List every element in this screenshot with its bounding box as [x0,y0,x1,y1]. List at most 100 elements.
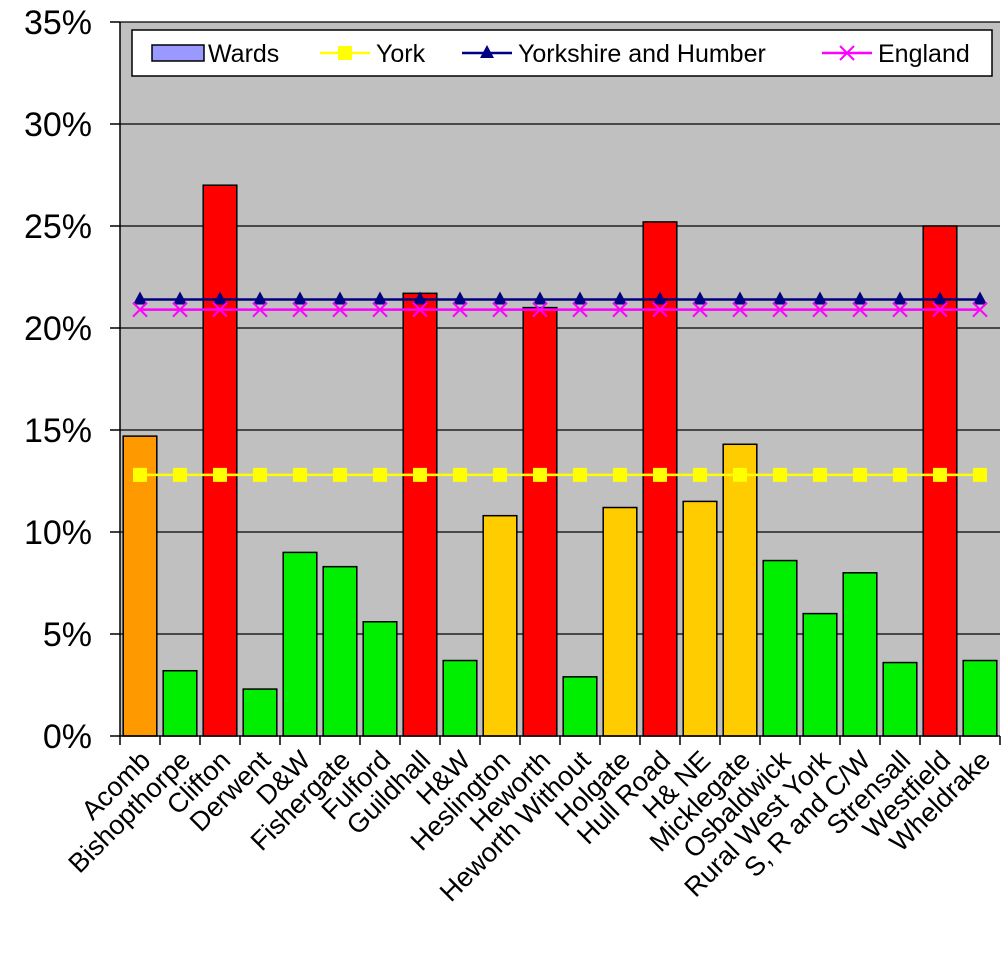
bar [802,612,838,737]
line-marker [293,467,307,482]
line-marker [733,291,747,305]
reference-lines [132,291,988,482]
line-marker [852,301,868,318]
line-marker [173,291,187,305]
line-marker [613,467,627,482]
gridlines [110,21,1000,737]
line-marker [172,301,188,318]
legend-label: England [878,40,970,68]
bar [882,661,918,737]
line-marker [893,467,907,482]
line-marker [773,467,787,482]
bar [482,514,518,737]
line-marker [213,291,227,305]
line-marker [213,467,227,482]
bar [322,565,358,737]
line-marker [533,467,547,482]
line-marker [973,467,987,482]
bars [122,184,998,737]
line-marker [252,301,268,318]
bar [682,500,718,737]
line-marker [292,301,308,318]
line-marker [133,291,147,305]
line-marker [333,467,347,482]
line-marker [693,291,707,305]
line-marker [412,301,428,318]
line-marker [613,291,627,305]
bar [122,435,158,737]
line-marker [493,291,507,305]
bar [522,306,558,737]
line-marker [132,301,148,318]
line-marker [173,467,187,482]
y-tick-label: 10% [24,514,92,552]
y-tick-label: 30% [24,106,92,144]
series-england [132,301,988,318]
line-marker [373,467,387,482]
bar [722,443,758,737]
y-tick-labels: 0% 5% 10% 15% 20% 25% 30% 35% [24,4,92,756]
line-marker [692,301,708,318]
line-marker [573,291,587,305]
line-marker [532,301,548,318]
line-marker [572,301,588,318]
line-marker [652,301,668,318]
line-marker [853,291,867,305]
line-marker [492,301,508,318]
y-tick-label: 0% [43,718,92,756]
bar [402,292,438,737]
line-marker [732,301,748,318]
line-marker [293,291,307,305]
line-marker [772,301,788,318]
line-marker [253,291,267,305]
line-marker [253,467,267,482]
line-marker [480,45,494,58]
x-category-labels: AcombBishopthorpeCliftonDerwentD&WFisher… [63,745,997,908]
line-marker [453,291,467,305]
line-marker [338,46,352,60]
legend-label: Wards [208,40,279,68]
legend-swatch [151,44,205,62]
legend-label: York [376,40,426,68]
y-tick-label: 25% [24,208,92,246]
line-marker [839,45,855,61]
line-marker [813,467,827,482]
line-marker [373,291,387,305]
bar [442,659,478,737]
bar [282,551,318,737]
line-marker [933,291,947,305]
line-marker [493,467,507,482]
series-yorkshire-and-humber [133,291,987,305]
bar [242,688,278,737]
line-marker [653,467,667,482]
bar [842,572,878,737]
line-marker [573,467,587,482]
line-marker [533,291,547,305]
line-marker [813,291,827,305]
y-tick-label: 5% [43,616,92,654]
line-marker [413,291,427,305]
line-marker [413,467,427,482]
line-marker [452,301,468,318]
series-york [133,467,987,482]
line-marker [333,291,347,305]
line-marker [332,301,348,318]
line-marker [693,467,707,482]
line-marker [812,301,828,318]
line-marker [933,467,947,482]
bar [562,676,598,737]
bar [162,669,198,737]
bar [202,184,238,737]
line-marker [372,301,388,318]
line-marker [133,467,147,482]
bar [602,506,638,737]
line-marker [932,301,948,318]
line-marker [612,301,628,318]
line-marker [453,467,467,482]
line-marker [653,291,667,305]
line-marker [853,467,867,482]
bar [762,559,798,737]
axes [119,22,1001,745]
y-tick-label: 15% [24,412,92,450]
